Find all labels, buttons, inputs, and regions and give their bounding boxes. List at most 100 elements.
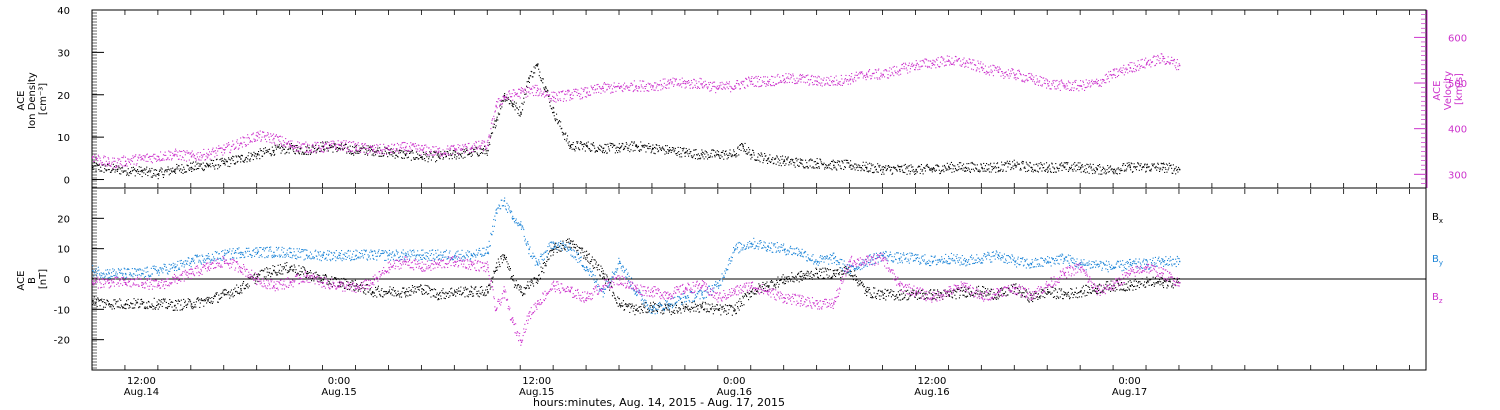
- point-velocity: [132, 157, 134, 159]
- point-velocity: [225, 146, 227, 148]
- point-velocity: [1004, 76, 1006, 78]
- point-bx: [444, 293, 446, 295]
- point-velocity: [141, 156, 143, 158]
- point-density: [557, 123, 559, 125]
- point-velocity: [767, 76, 769, 78]
- point-density: [1067, 162, 1069, 164]
- point-density: [1055, 171, 1057, 173]
- point-velocity: [324, 144, 326, 146]
- point-velocity: [977, 60, 979, 62]
- point-density: [437, 153, 439, 155]
- point-density: [591, 143, 593, 145]
- point-velocity: [689, 87, 691, 89]
- point-velocity: [694, 84, 696, 86]
- point-bx: [465, 288, 467, 290]
- point-density: [565, 140, 567, 142]
- point-density: [862, 161, 864, 163]
- point-bx: [419, 286, 421, 288]
- point-velocity: [1098, 85, 1100, 87]
- point-velocity: [455, 148, 457, 150]
- point-density: [670, 149, 672, 151]
- point-bx: [109, 306, 111, 308]
- point-density: [1024, 167, 1026, 169]
- point-velocity: [841, 84, 843, 86]
- point-velocity: [565, 90, 567, 92]
- point-density: [297, 147, 299, 149]
- point-velocity: [641, 80, 643, 82]
- point-bx: [197, 297, 199, 299]
- point-velocity: [708, 82, 710, 84]
- point-bx: [168, 303, 170, 305]
- point-density: [414, 158, 416, 160]
- point-density: [183, 168, 185, 170]
- point-velocity: [850, 83, 852, 85]
- point-velocity: [330, 144, 332, 146]
- point-velocity: [380, 150, 382, 152]
- point-velocity: [217, 150, 219, 152]
- point-velocity: [329, 144, 331, 146]
- point-velocity: [945, 64, 947, 66]
- point-density: [855, 167, 857, 169]
- point-velocity: [665, 84, 667, 86]
- point-density: [376, 150, 378, 152]
- point-density: [977, 170, 979, 172]
- point-velocity: [599, 88, 601, 90]
- point-velocity: [753, 77, 755, 79]
- point-velocity: [135, 154, 137, 156]
- point-density: [138, 170, 140, 172]
- point-density: [455, 151, 457, 153]
- point-density: [742, 144, 744, 146]
- point-velocity: [586, 96, 588, 98]
- point-density: [1167, 169, 1169, 171]
- point-density: [683, 147, 685, 149]
- point-velocity: [447, 153, 449, 155]
- point-density: [217, 168, 219, 170]
- point-velocity: [1015, 79, 1017, 81]
- point-density: [580, 141, 582, 143]
- point-bx: [127, 299, 129, 301]
- point-density: [1061, 169, 1063, 171]
- point-bx: [99, 305, 101, 307]
- point-velocity: [667, 81, 669, 83]
- point-density: [546, 91, 548, 93]
- point-bx: [249, 277, 251, 279]
- point-density: [1092, 173, 1094, 175]
- point-density: [425, 154, 427, 156]
- point-density: [366, 150, 368, 152]
- point-velocity: [505, 96, 507, 98]
- point-velocity: [220, 147, 222, 149]
- point-density: [850, 160, 852, 162]
- point-velocity: [884, 69, 886, 71]
- point-velocity: [448, 148, 450, 150]
- point-density: [134, 175, 136, 177]
- point-bx: [541, 270, 543, 272]
- point-velocity: [346, 147, 348, 149]
- point-bx: [600, 265, 602, 267]
- point-bx: [575, 244, 577, 246]
- point-bx: [594, 259, 596, 261]
- point-density: [239, 156, 241, 158]
- point-velocity: [644, 88, 646, 90]
- point-density: [901, 165, 903, 167]
- point-density: [831, 169, 833, 171]
- point-velocity: [406, 152, 408, 154]
- point-density: [139, 170, 141, 172]
- point-bx: [102, 301, 104, 303]
- point-density: [718, 151, 720, 153]
- point-density: [536, 65, 539, 67]
- point-velocity: [265, 135, 267, 137]
- point-density: [279, 147, 281, 149]
- point-velocity: [1172, 63, 1174, 65]
- point-bx: [135, 302, 137, 304]
- point-density: [266, 149, 268, 151]
- point-bx: [183, 306, 185, 308]
- point-velocity: [753, 85, 755, 87]
- point-density: [826, 166, 828, 168]
- point-density: [1157, 163, 1159, 165]
- point-bx: [98, 300, 100, 302]
- point-velocity: [156, 160, 158, 162]
- point-velocity: [234, 147, 236, 149]
- point-velocity: [971, 68, 973, 70]
- point-velocity: [836, 79, 838, 81]
- point-density: [821, 164, 823, 166]
